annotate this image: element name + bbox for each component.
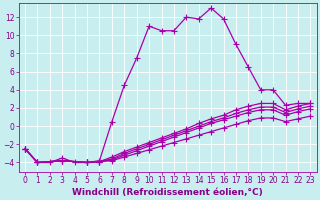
X-axis label: Windchill (Refroidissement éolien,°C): Windchill (Refroidissement éolien,°C) bbox=[72, 188, 263, 197]
